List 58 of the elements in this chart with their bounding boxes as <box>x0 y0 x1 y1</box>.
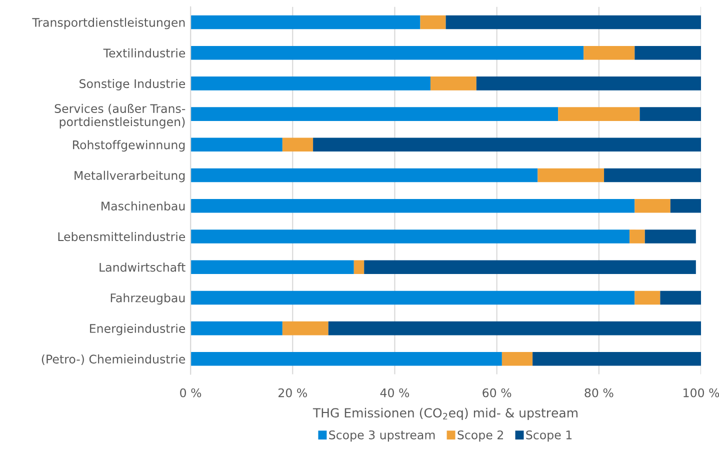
bar <box>282 138 314 152</box>
bar <box>190 198 635 213</box>
bar <box>670 198 702 213</box>
y-tick-label: Fahrzeugbau <box>110 293 185 305</box>
bar <box>190 138 282 152</box>
bar <box>364 260 696 274</box>
bar <box>190 107 558 121</box>
bar <box>420 15 446 30</box>
bar <box>190 260 354 274</box>
bar <box>190 352 502 366</box>
y-tick-label: Energieindustrie <box>90 324 186 336</box>
y-tick-label: Transportdienstleistungen <box>32 18 185 30</box>
y-tick-label: Metallverarbeitung <box>74 170 185 182</box>
bar <box>538 168 604 182</box>
bar <box>190 76 430 90</box>
bar <box>476 76 702 90</box>
bar <box>190 46 584 60</box>
x-tick-label: 80 % <box>584 388 614 398</box>
x-axis-title: THG Emissionen (CO$_{2}$eq) mid- & upstream <box>312 408 578 420</box>
legend-label: Scope 2 <box>458 430 503 442</box>
bar <box>446 15 702 30</box>
bar <box>430 76 476 90</box>
bar <box>558 107 640 121</box>
bar <box>584 46 635 60</box>
x-tick-label: 100 % <box>684 388 719 398</box>
bar <box>354 260 364 274</box>
bar <box>644 230 696 244</box>
y-tick-label: Lebensmittelindustrie <box>58 232 186 242</box>
y-tick-label: Maschinenbau <box>102 201 185 211</box>
y-tick-label: Rohstoffgewinnung <box>73 140 185 152</box>
bar <box>634 290 660 305</box>
bar <box>640 107 702 121</box>
bar <box>190 290 635 305</box>
bar <box>328 321 702 336</box>
bar <box>190 15 420 30</box>
bar <box>604 168 702 182</box>
bar <box>282 321 328 336</box>
x-tick-label: 0 % <box>180 388 202 398</box>
x-tick-label: 20 % <box>278 388 307 398</box>
y-tick-label: Services (außer Trans- portdienstleistungen) <box>54 104 186 129</box>
x-tick-label: 40 % <box>380 388 410 398</box>
legend-label: Scope 3 upstream <box>329 430 435 442</box>
legend-label: Scope 1 <box>526 430 572 442</box>
bar <box>190 168 538 182</box>
y-tick-label: Landwirtschaft <box>100 262 186 272</box>
bar <box>190 321 282 336</box>
bar <box>660 290 702 305</box>
bar <box>630 230 645 244</box>
bar <box>190 230 630 244</box>
bar <box>634 46 702 60</box>
y-tick-label: Textilindustrie <box>103 48 186 58</box>
y-tick-label: Sonstige Industrie <box>80 78 186 90</box>
x-tick-label: 60 % <box>482 388 512 398</box>
bar <box>313 138 702 152</box>
bar <box>502 352 533 366</box>
y-tick-label: (Petro-) Chemieindustrie <box>42 354 186 365</box>
bar <box>634 198 670 213</box>
bar <box>532 352 702 366</box>
